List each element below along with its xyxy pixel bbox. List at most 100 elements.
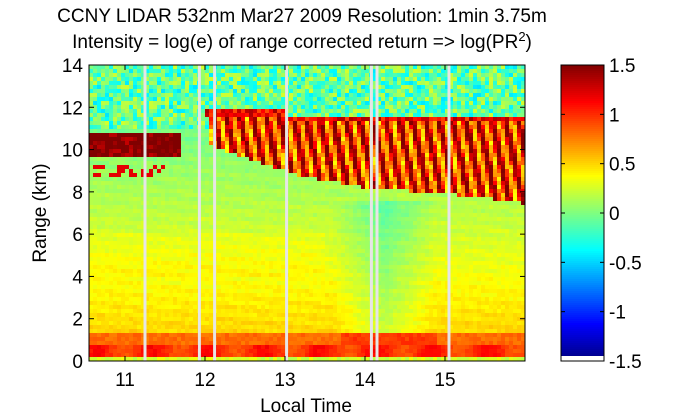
heatmap-cell <box>261 197 266 202</box>
heatmap-cell <box>357 129 362 134</box>
heatmap-cell <box>261 141 266 146</box>
heatmap-cell <box>185 241 190 246</box>
heatmap-cell <box>249 185 254 190</box>
heatmap-cell <box>293 173 298 178</box>
heatmap-cell <box>89 225 94 230</box>
heatmap-cell <box>329 229 334 234</box>
heatmap-cell <box>253 345 258 350</box>
heatmap-cell <box>121 141 126 146</box>
heatmap-cell <box>329 285 334 290</box>
heatmap-cell <box>161 93 166 98</box>
heatmap-cell <box>101 217 106 222</box>
heatmap-cell <box>177 245 182 250</box>
heatmap-cell <box>317 137 322 142</box>
heatmap-cell <box>305 349 310 354</box>
heatmap-cell <box>309 301 314 306</box>
heatmap-cell <box>153 77 158 82</box>
heatmap-cell <box>293 281 298 286</box>
heatmap-cell <box>193 349 198 354</box>
heatmap-cell <box>121 133 126 138</box>
heatmap-cell <box>353 157 358 162</box>
heatmap-cell <box>249 241 254 246</box>
heatmap-cell <box>313 265 318 270</box>
heatmap-cell <box>201 129 206 134</box>
heatmap-cell <box>165 185 170 190</box>
heatmap-cell <box>193 109 198 114</box>
heatmap-cell <box>221 97 226 102</box>
heatmap-cell <box>201 305 206 310</box>
heatmap-cell <box>309 81 314 86</box>
heatmap-cell <box>161 65 166 70</box>
heatmap-cell <box>293 65 298 70</box>
heatmap-cell <box>109 313 114 318</box>
heatmap-cell <box>305 357 310 362</box>
heatmap-cell <box>345 325 350 330</box>
heatmap-cell <box>289 165 294 170</box>
heatmap-cell <box>353 153 358 158</box>
heatmap-cell <box>241 65 246 70</box>
heatmap-cell <box>237 285 242 290</box>
heatmap-cell <box>241 261 246 266</box>
heatmap-cell <box>257 313 262 318</box>
heatmap-cell <box>321 229 326 234</box>
heatmap-cell <box>121 301 126 306</box>
heatmap-cell <box>133 201 138 206</box>
heatmap-cell <box>193 125 198 130</box>
heatmap-cell <box>329 205 334 210</box>
heatmap-cell <box>101 117 106 122</box>
heatmap-cell <box>177 133 182 138</box>
heatmap-cell <box>305 121 310 126</box>
heatmap-cell <box>221 273 226 278</box>
heatmap-cell <box>273 169 278 174</box>
heatmap-cell <box>317 189 322 194</box>
heatmap-cell <box>249 133 254 138</box>
heatmap-cell <box>321 257 326 262</box>
heatmap-cell <box>129 85 134 90</box>
heatmap-cell <box>253 81 258 86</box>
heatmap-cell <box>153 333 158 338</box>
heatmap-cell <box>253 233 258 238</box>
heatmap-cell <box>141 109 146 114</box>
heatmap-cell <box>237 137 242 142</box>
heatmap-cell <box>273 293 278 298</box>
heatmap-cell <box>313 125 318 130</box>
heatmap-cell <box>161 113 166 118</box>
heatmap-cell <box>125 157 130 162</box>
heatmap-cell <box>117 281 122 286</box>
heatmap-cell <box>325 321 330 326</box>
heatmap-cell <box>97 349 102 354</box>
heatmap-cell <box>97 249 102 254</box>
heatmap-cell <box>333 269 338 274</box>
heatmap-cell <box>305 273 310 278</box>
heatmap-cell <box>229 357 234 362</box>
heatmap-cell <box>309 189 314 194</box>
heatmap-cell <box>149 305 154 310</box>
heatmap-cell <box>153 209 158 214</box>
heatmap-cell <box>89 229 94 234</box>
heatmap-cell <box>97 213 102 218</box>
heatmap-cell <box>97 217 102 222</box>
heatmap-cell <box>345 177 350 182</box>
heatmap-cell <box>181 85 186 90</box>
heatmap-cell <box>181 137 186 142</box>
heatmap-cell <box>129 105 134 110</box>
heatmap-cell <box>185 301 190 306</box>
heatmap-cell <box>297 153 302 158</box>
heatmap-cell <box>173 301 178 306</box>
heatmap-cell <box>241 73 246 78</box>
heatmap-cell <box>217 301 222 306</box>
heatmap-cell <box>309 109 314 114</box>
heatmap-cell <box>141 285 146 290</box>
heatmap-cell <box>241 301 246 306</box>
heatmap-cell <box>309 217 314 222</box>
heatmap-cell <box>97 257 102 262</box>
heatmap-cell <box>317 165 322 170</box>
heatmap-cell <box>297 269 302 274</box>
heatmap-cell <box>185 337 190 342</box>
heatmap-cell <box>185 289 190 294</box>
heatmap-cell <box>241 209 246 214</box>
heatmap-cell <box>353 205 358 210</box>
heatmap-cell <box>309 149 314 154</box>
heatmap-cell <box>193 337 198 342</box>
heatmap-cell <box>317 201 322 206</box>
